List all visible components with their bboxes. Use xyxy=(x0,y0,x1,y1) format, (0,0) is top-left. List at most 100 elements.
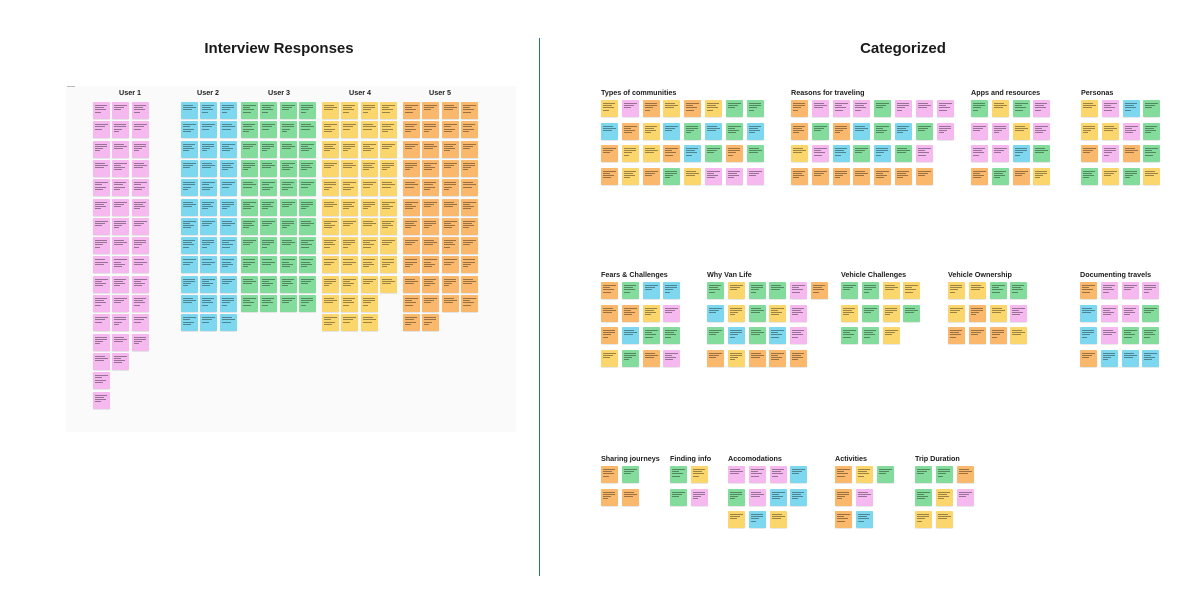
sticky-note[interactable] xyxy=(705,122,722,140)
sticky-note[interactable] xyxy=(200,314,218,332)
sticky-note[interactable] xyxy=(279,140,297,158)
sticky-note[interactable] xyxy=(991,145,1009,162)
sticky-note[interactable] xyxy=(1081,122,1098,140)
sticky-note[interactable] xyxy=(379,121,397,139)
sticky-note[interactable] xyxy=(403,179,420,197)
sticky-note[interactable] xyxy=(422,102,440,119)
sticky-note[interactable] xyxy=(93,372,110,390)
sticky-note[interactable] xyxy=(832,122,850,140)
sticky-note[interactable] xyxy=(93,179,110,197)
sticky-note[interactable] xyxy=(341,295,359,312)
sticky-note[interactable] xyxy=(422,198,440,216)
sticky-note[interactable] xyxy=(621,282,639,299)
sticky-note[interactable] xyxy=(1033,167,1051,185)
sticky-note[interactable] xyxy=(441,217,459,235)
sticky-note[interactable] xyxy=(989,327,1007,344)
sticky-note[interactable] xyxy=(621,466,639,483)
sticky-note[interactable] xyxy=(811,122,829,140)
sticky-note[interactable] xyxy=(621,122,639,140)
sticky-note[interactable] xyxy=(322,256,339,274)
sticky-note[interactable] xyxy=(241,275,258,293)
sticky-note[interactable] xyxy=(895,122,912,140)
sticky-note[interactable] xyxy=(1143,145,1161,162)
sticky-note[interactable] xyxy=(403,275,420,293)
sticky-note[interactable] xyxy=(379,140,397,158)
sticky-note[interactable] xyxy=(112,314,130,332)
sticky-note[interactable] xyxy=(379,217,397,235)
sticky-note[interactable] xyxy=(748,466,766,483)
sticky-note[interactable] xyxy=(131,121,149,139)
sticky-note[interactable] xyxy=(131,102,149,119)
sticky-note[interactable] xyxy=(112,237,130,255)
sticky-note[interactable] xyxy=(725,167,743,185)
sticky-note[interactable] xyxy=(460,198,478,216)
sticky-note[interactable] xyxy=(832,100,850,117)
sticky-note[interactable] xyxy=(241,102,258,119)
sticky-note[interactable] xyxy=(601,327,618,344)
sticky-note[interactable] xyxy=(790,282,808,299)
sticky-note[interactable] xyxy=(241,217,258,235)
sticky-note[interactable] xyxy=(131,198,149,216)
sticky-note[interactable] xyxy=(93,352,110,370)
sticky-note[interactable] xyxy=(1010,327,1028,344)
sticky-note[interactable] xyxy=(968,282,986,299)
sticky-note[interactable] xyxy=(1143,122,1161,140)
sticky-note[interactable] xyxy=(841,304,858,322)
sticky-note[interactable] xyxy=(322,121,339,139)
sticky-note[interactable] xyxy=(621,100,639,117)
sticky-note[interactable] xyxy=(219,121,237,139)
sticky-note[interactable] xyxy=(360,217,378,235)
sticky-note[interactable] xyxy=(131,295,149,312)
sticky-note[interactable] xyxy=(260,217,278,235)
sticky-note[interactable] xyxy=(260,179,278,197)
sticky-note[interactable] xyxy=(322,179,339,197)
sticky-note[interactable] xyxy=(460,159,478,177)
sticky-note[interactable] xyxy=(93,256,110,274)
sticky-note[interactable] xyxy=(790,349,808,367)
sticky-note[interactable] xyxy=(322,140,339,158)
sticky-note[interactable] xyxy=(441,179,459,197)
sticky-note[interactable] xyxy=(791,100,808,117)
sticky-note[interactable] xyxy=(379,198,397,216)
sticky-note[interactable] xyxy=(441,121,459,139)
sticky-note[interactable] xyxy=(707,282,724,299)
sticky-note[interactable] xyxy=(460,140,478,158)
sticky-note[interactable] xyxy=(841,327,858,344)
sticky-note[interactable] xyxy=(341,237,359,255)
sticky-note[interactable] xyxy=(1100,304,1118,322)
sticky-note[interactable] xyxy=(915,167,933,185)
sticky-note[interactable] xyxy=(1142,327,1160,344)
sticky-note[interactable] xyxy=(112,159,130,177)
sticky-note[interactable] xyxy=(200,217,218,235)
sticky-note[interactable] xyxy=(298,198,316,216)
sticky-note[interactable] xyxy=(1143,167,1161,185)
sticky-note[interactable] xyxy=(460,295,478,312)
sticky-note[interactable] xyxy=(1033,122,1051,140)
sticky-note[interactable] xyxy=(895,100,912,117)
sticky-note[interactable] xyxy=(422,314,440,332)
sticky-note[interactable] xyxy=(200,179,218,197)
sticky-note[interactable] xyxy=(93,198,110,216)
sticky-note[interactable] xyxy=(93,159,110,177)
sticky-note[interactable] xyxy=(200,237,218,255)
sticky-note[interactable] xyxy=(360,198,378,216)
sticky-note[interactable] xyxy=(1122,122,1140,140)
sticky-note[interactable] xyxy=(915,145,933,162)
sticky-note[interactable] xyxy=(322,295,339,312)
sticky-note[interactable] xyxy=(241,295,258,312)
sticky-note[interactable] xyxy=(601,100,618,117)
sticky-note[interactable] xyxy=(811,167,829,185)
sticky-note[interactable] xyxy=(341,179,359,197)
sticky-note[interactable] xyxy=(279,179,297,197)
sticky-note[interactable] xyxy=(219,140,237,158)
sticky-note[interactable] xyxy=(1121,327,1139,344)
sticky-note[interactable] xyxy=(112,198,130,216)
sticky-note[interactable] xyxy=(241,256,258,274)
sticky-note[interactable] xyxy=(835,466,852,483)
sticky-note[interactable] xyxy=(131,179,149,197)
sticky-note[interactable] xyxy=(441,237,459,255)
sticky-note[interactable] xyxy=(663,349,681,367)
sticky-note[interactable] xyxy=(841,282,858,299)
sticky-note[interactable] xyxy=(791,167,808,185)
sticky-note[interactable] xyxy=(460,179,478,197)
